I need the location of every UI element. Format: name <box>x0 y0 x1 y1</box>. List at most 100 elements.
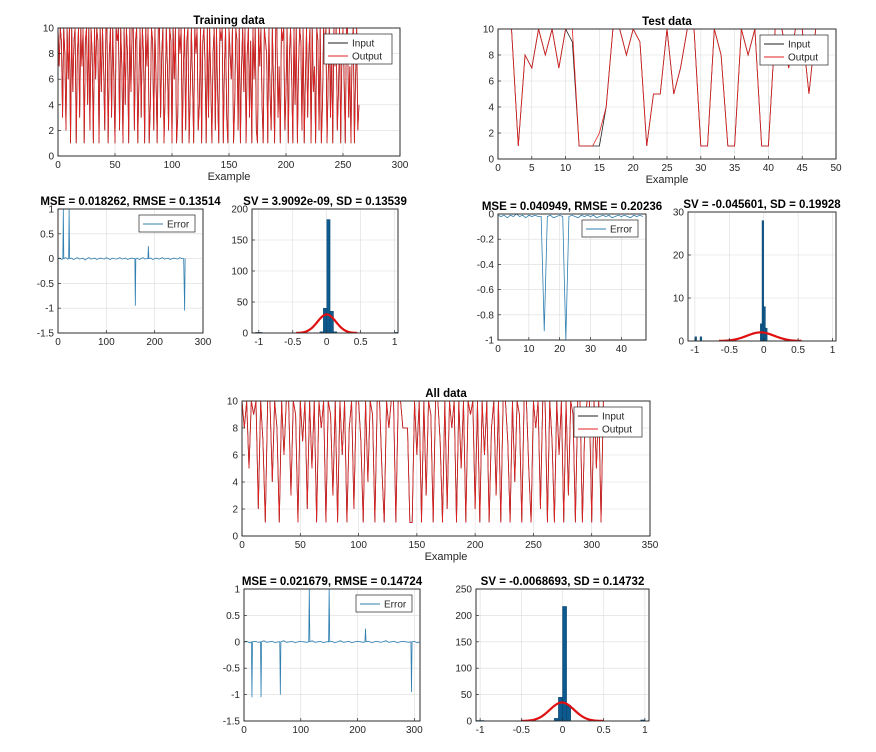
training-series-ytick-label-0: 0 <box>48 152 54 163</box>
training-hist-data-layer <box>255 219 398 333</box>
all-hist-title: SV = -0.0068693, SD = 0.14732 <box>481 576 645 588</box>
all-error-legend-box <box>355 594 413 613</box>
training-series-xtick-label-0: 0 <box>55 160 61 171</box>
test-series-xtick-label-8: 40 <box>763 163 775 174</box>
test-error-xtick-label-1: 10 <box>523 344 535 355</box>
training-series-ytick-label-1: 2 <box>48 126 54 137</box>
all-error-ytick-label-5: 1 <box>234 585 240 596</box>
all-hist-ytick-label-4: 200 <box>455 611 472 622</box>
all-hist-ytick-label-0: 0 <box>466 717 472 728</box>
training-series-data-layer <box>58 28 360 144</box>
test-error-ytick-label-5: 0 <box>488 210 494 221</box>
test-hist-ytick-label-1: 10 <box>673 294 685 305</box>
training-series-legend: Input Output <box>323 33 393 65</box>
test-hist-title: SV = -0.045601, SD = 0.19928 <box>683 199 841 211</box>
test-series-ytick-label-5: 10 <box>483 25 495 36</box>
training-series-xtick-label-1: 50 <box>109 160 121 171</box>
all-series-ytick-label-5: 10 <box>227 397 239 408</box>
test-error-xtick-label-2: 20 <box>554 344 566 355</box>
all-series-ytick-label-4: 8 <box>232 424 238 435</box>
all-series-title: All data <box>425 388 467 400</box>
all-series-xtick-label-5: 250 <box>525 540 542 551</box>
all-error-legend-label-0: Error <box>384 600 407 611</box>
training-hist-xtick-label-4: 1 <box>392 337 398 348</box>
test-series-xtick-label-6: 30 <box>695 163 707 174</box>
test-hist-ytick-label-0: 0 <box>678 337 684 348</box>
test-error-legend-box <box>581 219 639 238</box>
test-hist-xtick-label-3: 0.5 <box>791 345 805 356</box>
test-error-xtick-label-3: 30 <box>585 344 597 355</box>
training-hist-ytick-label-0: 0 <box>242 329 248 340</box>
test-series-chart: 0 5 10 15 20 25 30 35 40 45 50 0 2 4 6 8 10 Test data Exam… <box>483 16 842 186</box>
all-hist-xtick-label-0: -1 <box>476 725 485 736</box>
test-error-xtick-label-4: 40 <box>616 344 628 355</box>
all-hist-xtick-label-1: -0.5 <box>513 725 531 736</box>
test-series-ytick-label-3: 6 <box>488 77 494 88</box>
all-hist-xtick-label-2: 0 <box>560 725 566 736</box>
test-series-legend-label-0: Input <box>788 40 810 51</box>
all-error-xtick-label-1: 100 <box>292 725 309 736</box>
training-error-xtick-label-3: 300 <box>195 337 212 348</box>
all-error-axis-frame <box>243 588 421 722</box>
all-series-data-layer <box>242 401 604 523</box>
test-series-xtick-label-1: 5 <box>529 163 535 174</box>
test-error-axis-frame <box>497 213 647 341</box>
all-series-xtick-label-7: 350 <box>642 540 659 551</box>
test-series-xtick-label-5: 25 <box>661 163 673 174</box>
test-series-ytick-label-2: 4 <box>488 103 494 114</box>
test-hist-xtick-label-4: 1 <box>830 345 836 356</box>
all-error-ytick-label-0: -1.5 <box>223 717 241 728</box>
all-hist-ytick-label-2: 100 <box>455 664 472 675</box>
all-error-data-layer <box>244 589 420 698</box>
all-hist-xtick-label-3: 0.5 <box>597 725 611 736</box>
all-hist-ytick-label-5: 250 <box>455 585 472 596</box>
all-series-ytick-label-1: 2 <box>232 505 238 516</box>
all-series-xtick-label-6: 300 <box>583 540 600 551</box>
training-hist-xtick-label-0: -1 <box>254 337 263 348</box>
all-series-chart: 0 50 100 150 200 250 300 350 0 2 4 6 8 10 All data Exam… <box>227 388 659 563</box>
all-series-xlabel: Example <box>425 551 468 563</box>
all-series-ytick-label-3: 6 <box>232 451 238 462</box>
all-series-legend-box <box>573 406 643 438</box>
test-hist-data-layer <box>694 220 802 341</box>
training-error-axis-frame <box>57 208 204 334</box>
test-error-series-line-error <box>498 214 644 340</box>
all-hist-bar-4 <box>562 606 567 721</box>
test-hist-ytick-label-3: 30 <box>673 208 685 219</box>
training-error-title: MSE = 0.018262, RMSE = 0.13514 <box>40 196 221 208</box>
training-series-ytick-label-4: 8 <box>48 49 54 60</box>
test-series-legend: Input Output <box>759 34 829 66</box>
test-series-series-line-output <box>498 29 817 147</box>
training-error-ytick-label-1: -1 <box>45 304 54 315</box>
all-error-ytick-label-4: 0.5 <box>226 611 240 622</box>
test-series-ytick-label-0: 0 <box>488 155 494 166</box>
training-error-xtick-label-1: 100 <box>98 337 115 348</box>
training-series-xtick-label-2: 100 <box>164 160 181 171</box>
training-error-ytick-label-3: 0 <box>48 254 54 265</box>
test-series-xtick-label-9: 45 <box>797 163 809 174</box>
training-series-ytick-label-3: 6 <box>48 75 54 86</box>
test-series-xlabel: Example <box>646 174 689 186</box>
test-series-legend-label-1: Output <box>788 53 818 64</box>
all-series-axis-frame <box>241 400 651 537</box>
all-series-ytick-label-0: 0 <box>232 532 238 543</box>
all-error-xtick-label-3: 300 <box>406 725 423 736</box>
training-hist-normal-curve <box>296 313 358 333</box>
test-hist-bar-3 <box>761 220 764 341</box>
all-hist-xtick-label-4: 1 <box>642 725 648 736</box>
all-error-xtick-label-2: 200 <box>349 725 366 736</box>
test-series-data-layer <box>498 29 817 147</box>
all-error-ytick-label-2: -0.5 <box>223 664 241 675</box>
test-series-xtick-label-4: 20 <box>628 163 640 174</box>
training-hist-ytick-label-2: 100 <box>231 267 248 278</box>
all-series-legend-label-0: Input <box>602 412 624 423</box>
training-hist-bar-3 <box>323 308 327 333</box>
all-hist-ytick-label-1: 50 <box>461 690 473 701</box>
all-series-series-line-output <box>242 401 604 523</box>
training-series-ytick-label-2: 4 <box>48 100 54 111</box>
training-error-xtick-label-2: 200 <box>146 337 163 348</box>
test-hist-normal-curve <box>718 331 802 341</box>
training-series-xtick-label-6: 300 <box>392 160 409 171</box>
all-error-ytick-label-1: -1 <box>231 690 240 701</box>
